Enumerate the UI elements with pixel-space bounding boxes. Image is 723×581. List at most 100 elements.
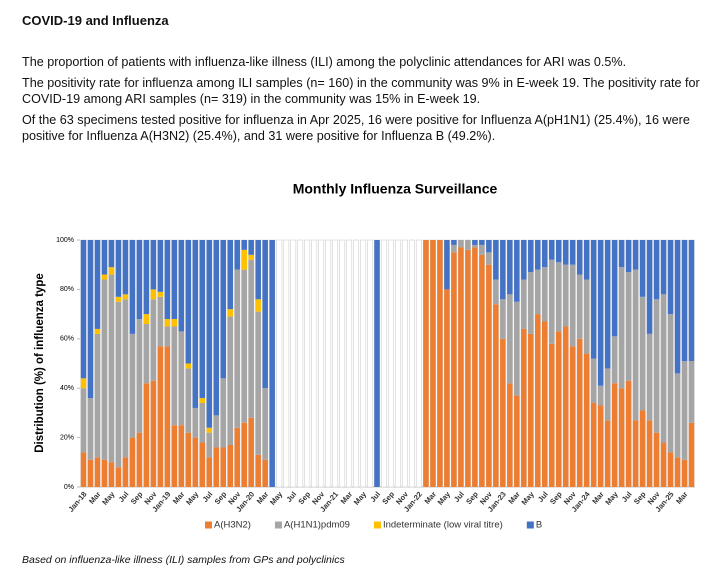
bar-segment bbox=[241, 269, 247, 423]
bar-segment bbox=[213, 415, 220, 448]
bar-segment bbox=[94, 333, 101, 458]
bar-segment bbox=[486, 240, 492, 253]
bar-segment bbox=[87, 240, 94, 399]
x-tick-label: Jul bbox=[200, 490, 214, 504]
bar-segment bbox=[150, 289, 157, 300]
bar-segment bbox=[87, 459, 94, 487]
bar-segment bbox=[157, 296, 164, 347]
bar-segment bbox=[430, 240, 436, 487]
x-tick-label: May bbox=[436, 489, 453, 507]
bar-segment bbox=[157, 291, 164, 297]
bar-segment bbox=[255, 311, 261, 455]
bar-segment bbox=[192, 240, 199, 408]
bar-segment bbox=[122, 299, 129, 458]
bar-segment bbox=[241, 422, 247, 487]
bar-slot bbox=[394, 239, 402, 488]
bar-segment bbox=[681, 459, 688, 487]
bar-segment bbox=[660, 442, 667, 487]
bar-segment bbox=[164, 346, 171, 487]
x-tick-label: Sep bbox=[548, 489, 564, 506]
bar-segment bbox=[646, 240, 653, 334]
bar-segment bbox=[255, 299, 261, 312]
bar-segment bbox=[507, 240, 513, 295]
bar-segment bbox=[562, 326, 569, 487]
x-tick-label: Mar bbox=[87, 490, 103, 506]
y-axis-label: Distribution (%) of influenza type bbox=[34, 273, 46, 453]
bar-slot bbox=[401, 239, 408, 488]
y-tick-label: 0% bbox=[64, 484, 74, 491]
bar-segment bbox=[80, 452, 87, 487]
bar-segment bbox=[206, 432, 213, 458]
bar-slot bbox=[276, 239, 283, 488]
x-tick-label: Mar bbox=[171, 490, 187, 506]
legend-label: A(H3N2) bbox=[214, 520, 251, 531]
bar-segment bbox=[625, 380, 632, 487]
bar-segment bbox=[549, 343, 555, 487]
bar-segment bbox=[227, 240, 233, 310]
bar-segment bbox=[101, 459, 108, 487]
bar-segment bbox=[150, 299, 157, 381]
bar-segment bbox=[528, 240, 534, 273]
bar-segment bbox=[632, 269, 639, 421]
bar-segment bbox=[639, 296, 646, 411]
bar-segment bbox=[555, 240, 562, 263]
bar-segment bbox=[248, 240, 254, 255]
bar-slot bbox=[380, 239, 388, 488]
bar-segment bbox=[164, 326, 171, 347]
x-tick-label: May bbox=[352, 489, 369, 507]
paragraph: The proportion of patients with influenz… bbox=[22, 55, 627, 69]
bar-segment bbox=[542, 240, 548, 268]
bar-slot bbox=[367, 239, 374, 488]
bar-segment bbox=[549, 259, 555, 344]
bar-segment bbox=[555, 262, 562, 332]
bar-segment bbox=[206, 457, 213, 487]
bar-segment bbox=[597, 240, 604, 386]
bar-segment bbox=[157, 346, 164, 487]
bar-segment bbox=[171, 425, 178, 487]
bar-segment bbox=[611, 240, 618, 337]
legend-label: A(H1N1)pdm09 bbox=[284, 520, 350, 531]
x-tick-label: Jul bbox=[536, 490, 550, 504]
bar-segment bbox=[143, 323, 150, 384]
bar-segment bbox=[444, 240, 450, 290]
bar-segment bbox=[220, 240, 226, 379]
x-tick-label: Sep bbox=[632, 489, 648, 506]
bar-segment bbox=[681, 240, 688, 362]
bar-slot bbox=[339, 239, 346, 488]
bar-segment bbox=[122, 457, 129, 487]
bar-segment bbox=[115, 240, 122, 297]
bar-segment bbox=[262, 240, 268, 389]
bar-segment bbox=[542, 321, 548, 487]
bar-segment bbox=[129, 333, 136, 438]
bar-segment bbox=[80, 378, 87, 389]
bar-segment bbox=[590, 358, 597, 404]
y-tick-label: 40% bbox=[60, 385, 74, 392]
bar-segment bbox=[248, 417, 254, 487]
bar-segment bbox=[479, 254, 485, 487]
bar-slot bbox=[415, 239, 422, 488]
bar-segment bbox=[94, 328, 101, 334]
bar-segment bbox=[80, 388, 87, 453]
bar-segment bbox=[199, 442, 206, 487]
bar-segment bbox=[583, 353, 590, 487]
bar-segment bbox=[535, 240, 541, 270]
bar-slot bbox=[325, 239, 332, 488]
bar-segment bbox=[171, 326, 178, 426]
legend-swatch bbox=[373, 521, 381, 529]
bar-segment bbox=[234, 427, 240, 487]
bar-segment bbox=[199, 398, 206, 404]
bar-segment bbox=[143, 314, 150, 324]
bar-segment bbox=[423, 240, 429, 487]
bar-slot bbox=[283, 239, 290, 488]
bar-segment bbox=[660, 294, 667, 443]
bar-segment bbox=[549, 240, 555, 260]
x-tick-label: Mar bbox=[255, 490, 271, 506]
bar-segment bbox=[625, 272, 632, 381]
x-tick-label: May bbox=[100, 489, 117, 507]
x-tick-label: Jan-18 bbox=[66, 490, 88, 514]
bar-slot bbox=[297, 239, 304, 488]
bar-segment bbox=[234, 240, 240, 270]
bar-segment bbox=[87, 398, 94, 460]
